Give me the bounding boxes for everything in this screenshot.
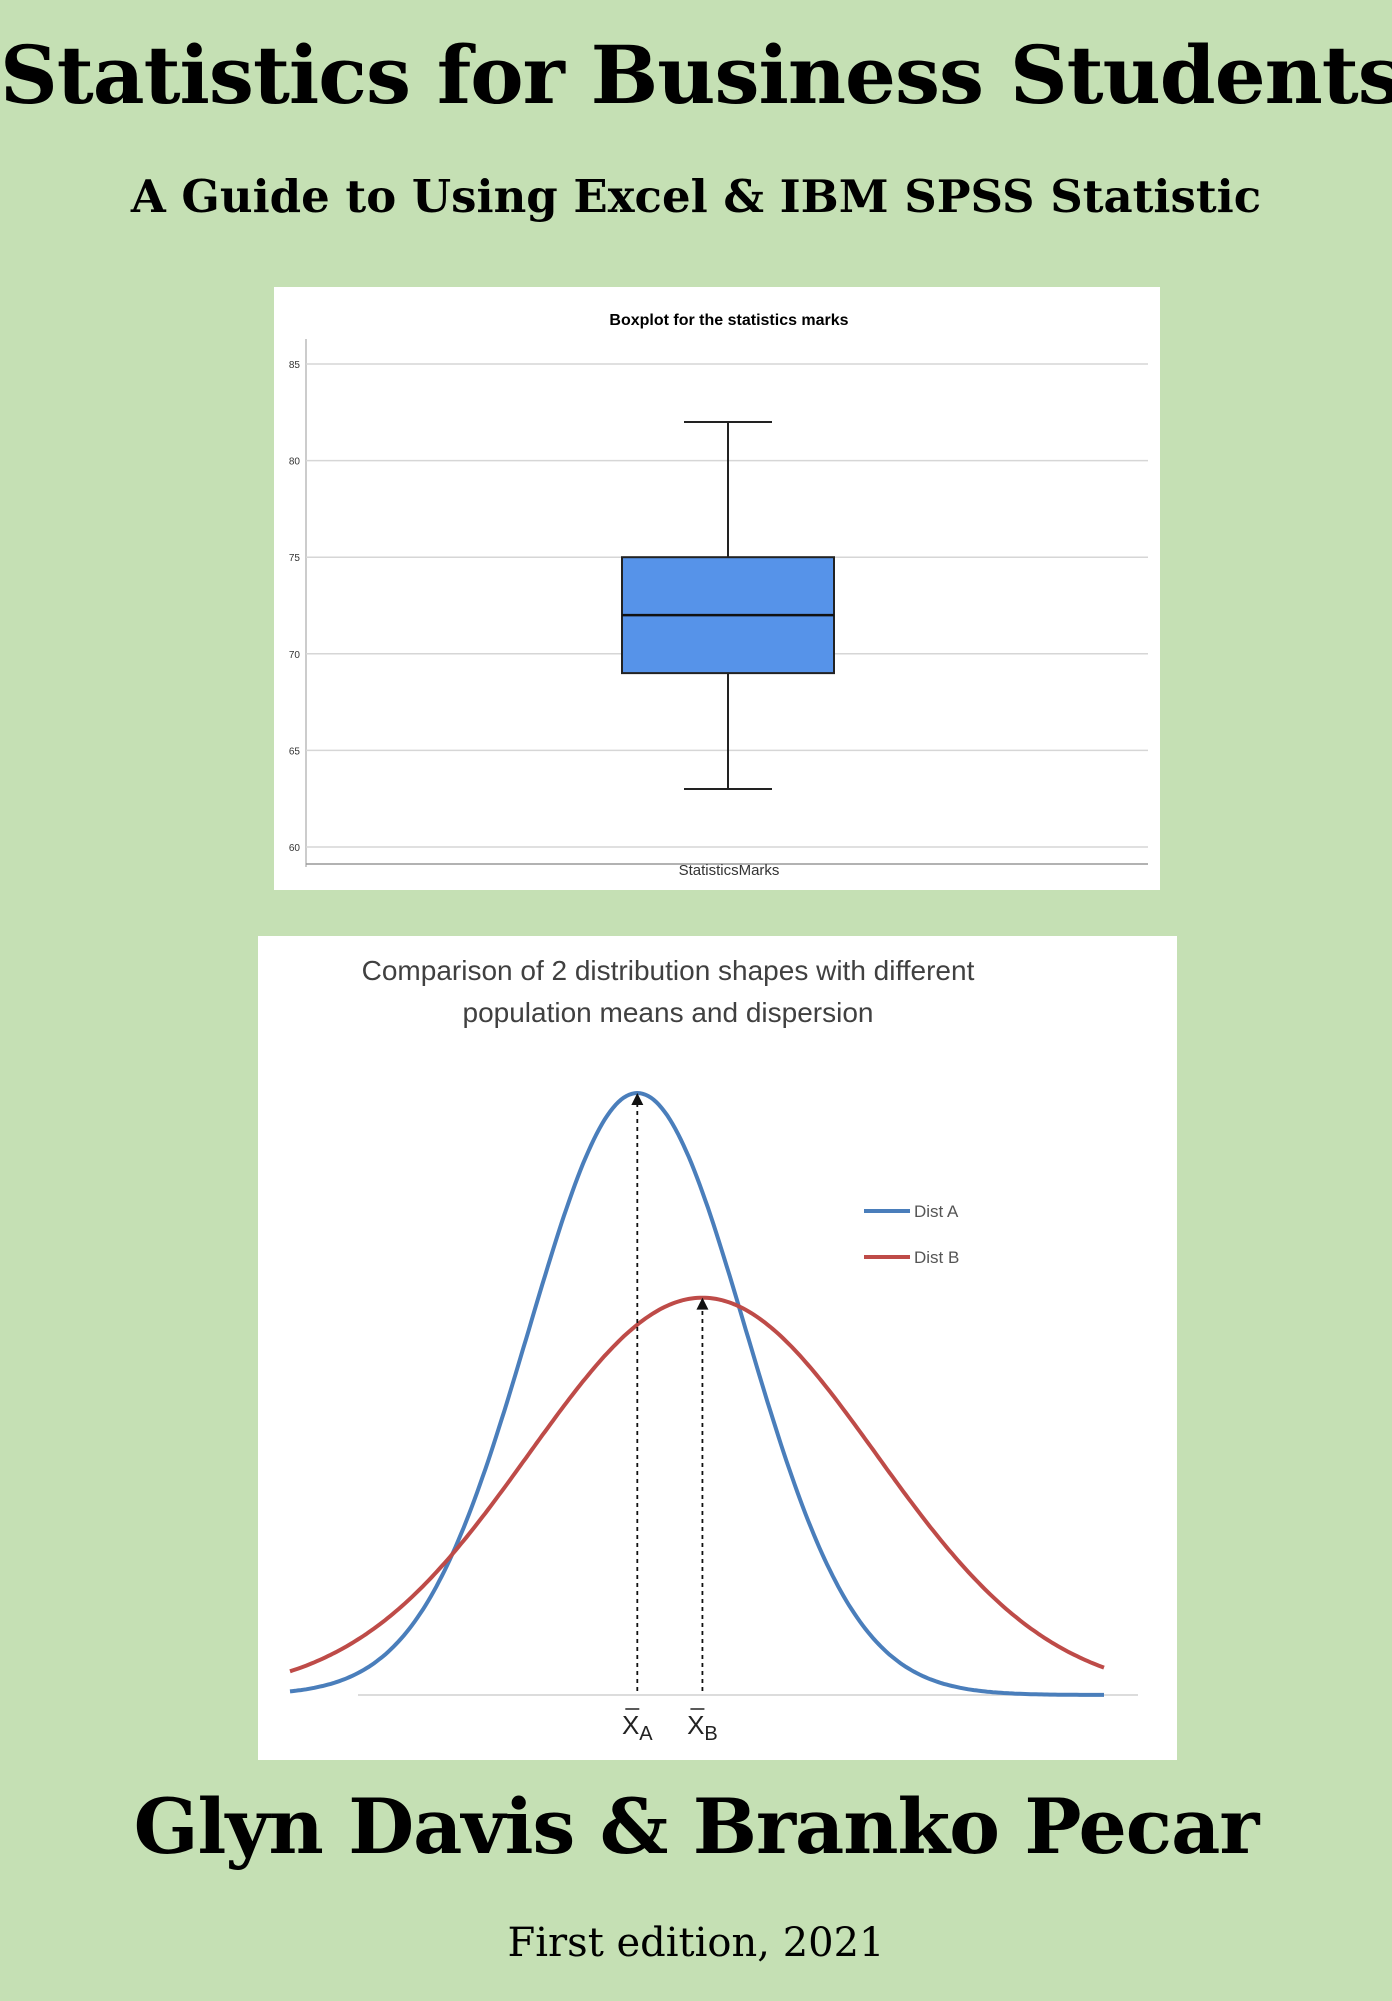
boxplot-y-tick-label: 70 xyxy=(289,650,301,661)
boxplot-y-tick-label: 80 xyxy=(289,457,301,468)
distribution-curve-dist-b xyxy=(289,1295,1105,1674)
mean-arrow-icon xyxy=(631,1093,644,1105)
mean-label: XB xyxy=(687,1710,718,1745)
boxplot-chart: Boxplot for the statistics marks 60 65 70 7… xyxy=(274,287,1160,890)
boxplot-y-tick-label: 60 xyxy=(289,843,301,854)
book-authors: Glyn Davis & Branko Pecar xyxy=(133,1782,1260,1871)
distribution-title-line-1: Comparison of 2 distribution shapes with… xyxy=(362,955,975,986)
mean-label: XA xyxy=(622,1710,653,1745)
book-title: Statistics for Business Students xyxy=(0,28,1392,122)
legend-label: Dist B xyxy=(914,1248,959,1267)
boxplot-y-tick-label: 75 xyxy=(289,553,301,564)
distribution-svg: Comparison of 2 distribution shapes with… xyxy=(289,955,1138,1745)
legend-label: Dist A xyxy=(914,1202,959,1221)
distribution-chart: Comparison of 2 distribution shapes with… xyxy=(258,936,1177,1760)
boxplot-svg: Boxplot for the statistics marks 60 65 70 7… xyxy=(289,312,1148,879)
boxplot-y-tick-label: 65 xyxy=(289,746,301,757)
boxplot-y-tick-label: 85 xyxy=(289,360,301,371)
mean-arrow-icon xyxy=(696,1297,709,1310)
distribution-title-line-2: population means and dispersion xyxy=(463,997,874,1028)
distribution-curve-dist-a xyxy=(289,1090,1104,1697)
book-edition: First edition, 2021 xyxy=(507,1920,885,1966)
boxplot-x-axis-label: StatisticsMarks xyxy=(679,862,780,879)
boxplot-title: Boxplot for the statistics marks xyxy=(609,312,848,329)
book-subtitle: A Guide to Using Excel & IBM SPSS Statis… xyxy=(130,170,1262,223)
